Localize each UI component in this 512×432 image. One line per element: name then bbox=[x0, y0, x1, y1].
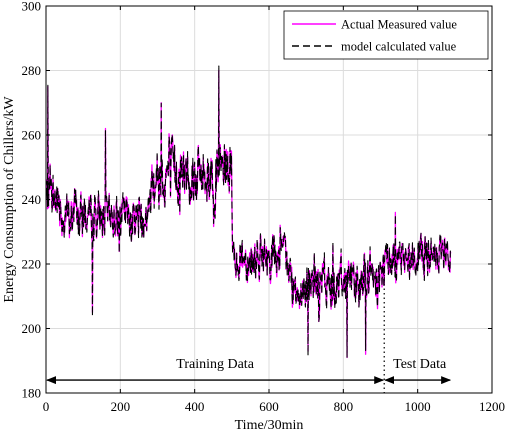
series-line-model bbox=[46, 65, 452, 358]
series-layer bbox=[46, 65, 452, 359]
x-tick-label: 0 bbox=[43, 399, 50, 414]
x-tick-label: 400 bbox=[185, 399, 205, 414]
legend-label-model: model calculated value bbox=[341, 40, 457, 54]
y-tick-label: 300 bbox=[22, 0, 42, 14]
x-tick-label: 600 bbox=[259, 399, 279, 414]
legend-label-actual: Actual Measured value bbox=[341, 18, 457, 32]
axis-ticks: 0 200 400 600 800 1000 1200 180 200 220 240 260 280 3… bbox=[22, 0, 506, 414]
y-tick-label: 280 bbox=[22, 63, 42, 78]
x-tick-label: 1200 bbox=[479, 399, 505, 414]
x-tick-label: 200 bbox=[111, 399, 131, 414]
annotation-label-0: Training Data bbox=[176, 357, 254, 372]
annotations: Training Data Test Data bbox=[46, 270, 452, 393]
annotation-label-1: Test Data bbox=[393, 357, 447, 372]
y-tick-label: 240 bbox=[22, 192, 42, 207]
x-tick-label: 800 bbox=[334, 399, 354, 414]
x-tick-label: 1000 bbox=[405, 399, 431, 414]
y-axis-label: Energy Consumption of Chillers/kW bbox=[2, 96, 17, 303]
legend: Actual Measured value model calculated v… bbox=[283, 10, 489, 60]
x-axis-label: Time/30min bbox=[235, 418, 304, 432]
y-tick-label: 200 bbox=[22, 321, 42, 336]
y-tick-label: 220 bbox=[22, 257, 42, 272]
y-tick-label: 180 bbox=[22, 386, 42, 401]
legend-box bbox=[283, 10, 489, 60]
y-tick-label: 260 bbox=[22, 128, 42, 143]
